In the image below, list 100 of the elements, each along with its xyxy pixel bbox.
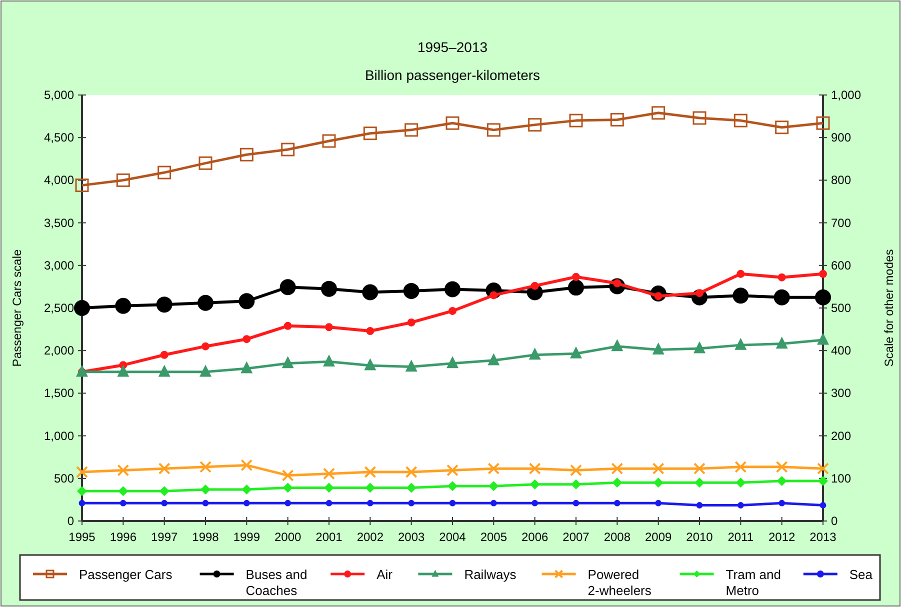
- y-tick-label: 3,000: [44, 258, 74, 272]
- point: [200, 364, 212, 377]
- point: [571, 479, 581, 490]
- point: [694, 478, 704, 488]
- point: [366, 327, 374, 336]
- point: [115, 298, 132, 314]
- point: [240, 148, 254, 162]
- point: [817, 462, 829, 475]
- point: [120, 500, 126, 506]
- point: [449, 500, 456, 506]
- point: [572, 272, 580, 281]
- legend-label: Powered 2-wheelers: [588, 567, 652, 598]
- x-tick-label: 2001: [316, 530, 343, 544]
- y-tick-label: 1,500: [44, 386, 74, 400]
- y2-tick-label: 200: [831, 428, 852, 443]
- point: [610, 112, 624, 126]
- point: [530, 479, 540, 490]
- point: [200, 484, 210, 494]
- point: [242, 335, 251, 344]
- point: [486, 123, 500, 137]
- point: [117, 364, 130, 377]
- y-tick-label: 5,000: [44, 88, 74, 102]
- point: [326, 500, 332, 506]
- point: [776, 476, 787, 486]
- x-tick-label: 2011: [728, 530, 754, 544]
- x-tick-label: 2006: [521, 530, 549, 544]
- point: [570, 464, 582, 476]
- y2-tick-label: 100: [831, 471, 852, 486]
- x-tick-label: 2007: [562, 530, 590, 544]
- point: [240, 459, 253, 472]
- point: [407, 318, 416, 326]
- point: [77, 486, 87, 496]
- point: [819, 270, 827, 278]
- point: [362, 284, 378, 300]
- point: [405, 466, 418, 478]
- point: [815, 289, 831, 306]
- point: [158, 364, 170, 377]
- point: [324, 482, 334, 493]
- y2-tick-label: 500: [831, 301, 852, 315]
- y2-tick-label: 900: [831, 130, 852, 145]
- point: [280, 279, 296, 296]
- point: [614, 500, 620, 506]
- point: [403, 282, 420, 299]
- y2-tick-label: 300: [831, 386, 852, 400]
- x-tick-label: 2000: [274, 530, 302, 544]
- point: [776, 336, 788, 349]
- point: [488, 353, 500, 366]
- legend-label: Railways: [464, 567, 517, 582]
- x-tick-label: 2004: [439, 530, 466, 544]
- point: [116, 173, 130, 187]
- point: [364, 466, 376, 478]
- legend-label: Sea: [849, 567, 874, 582]
- point: [528, 118, 542, 132]
- x-tick-label: 2009: [644, 530, 672, 544]
- point: [696, 502, 703, 508]
- point: [158, 166, 172, 180]
- legend-label: Buses and Coaches: [246, 567, 308, 598]
- y-tick-label: 4,500: [44, 130, 74, 145]
- point: [775, 120, 789, 134]
- point: [734, 460, 747, 473]
- y-tick-label: 2,000: [44, 344, 74, 358]
- point: [76, 466, 88, 478]
- y2-tick-label: 600: [831, 258, 852, 272]
- point: [446, 464, 458, 476]
- legend-label: Passenger Cars: [79, 567, 173, 582]
- point: [76, 364, 88, 377]
- point: [325, 323, 333, 332]
- point: [404, 123, 418, 137]
- y-axis-title: Passenger Cars scale: [10, 248, 24, 367]
- point: [776, 460, 788, 473]
- y2-tick-label: 700: [831, 216, 852, 230]
- point: [778, 500, 786, 506]
- point: [694, 462, 706, 475]
- y2-tick-label: 0: [831, 514, 838, 528]
- point: [200, 460, 212, 473]
- point: [530, 282, 539, 290]
- x-tick-label: 2013: [810, 530, 837, 544]
- point: [74, 300, 90, 316]
- point: [159, 486, 170, 496]
- point: [652, 462, 664, 475]
- point: [655, 500, 662, 506]
- point: [570, 346, 582, 358]
- point: [612, 478, 622, 488]
- point: [158, 462, 170, 475]
- x-tick-label: 2005: [480, 530, 508, 544]
- point: [488, 462, 500, 475]
- point: [364, 358, 376, 370]
- point: [446, 356, 458, 368]
- point: [242, 484, 252, 494]
- x-tick-label: 1995: [68, 530, 96, 544]
- x-tick-label: 1996: [110, 530, 137, 544]
- y-tick-label: 0: [67, 514, 74, 528]
- point: [78, 500, 86, 506]
- point: [161, 500, 168, 506]
- point: [734, 114, 748, 128]
- point: [818, 476, 828, 486]
- point: [652, 106, 666, 120]
- point: [611, 339, 624, 352]
- point: [569, 114, 583, 128]
- y2-tick-label: 800: [831, 173, 852, 188]
